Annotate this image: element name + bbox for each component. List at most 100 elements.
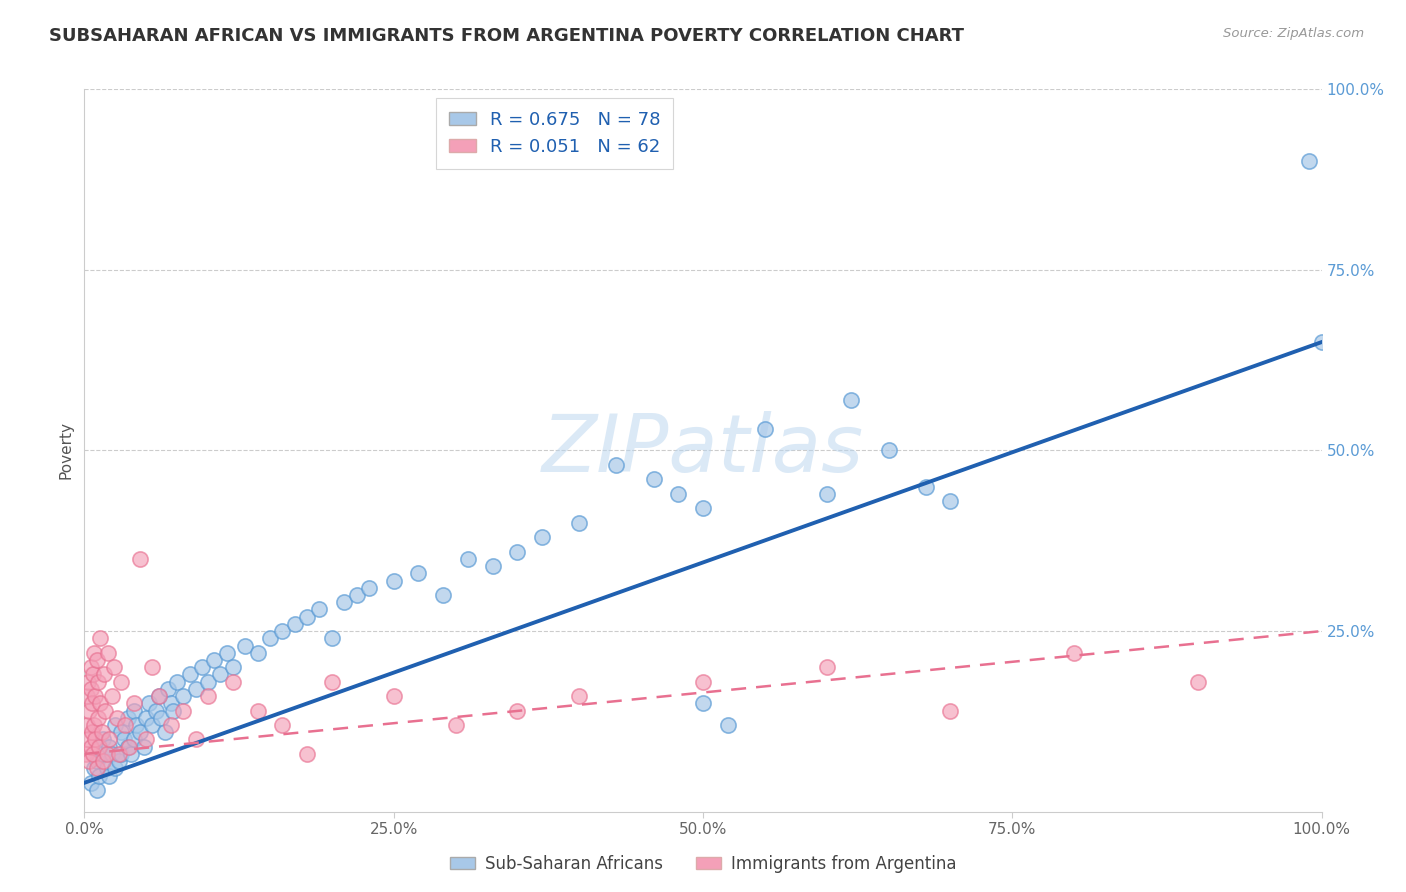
Point xyxy=(105,711,128,725)
Point xyxy=(132,739,155,754)
Point xyxy=(80,696,103,710)
Point xyxy=(408,566,430,581)
Point xyxy=(90,725,112,739)
Point xyxy=(481,559,503,574)
Point xyxy=(444,718,467,732)
Point xyxy=(100,689,122,703)
Point xyxy=(717,718,740,732)
Point xyxy=(815,660,838,674)
Point xyxy=(754,422,776,436)
Point xyxy=(209,667,232,681)
Point xyxy=(841,392,863,407)
Point xyxy=(246,704,269,718)
Point xyxy=(80,725,103,739)
Point xyxy=(79,681,101,696)
Point xyxy=(79,660,101,674)
Legend: Sub-Saharan Africans, Immigrants from Argentina: Sub-Saharan Africans, Immigrants from Ar… xyxy=(443,848,963,880)
Point xyxy=(432,588,454,602)
Point xyxy=(197,689,219,703)
Text: SUBSAHARAN AFRICAN VS IMMIGRANTS FROM ARGENTINA POVERTY CORRELATION CHART: SUBSAHARAN AFRICAN VS IMMIGRANTS FROM AR… xyxy=(49,27,965,45)
Point xyxy=(506,544,529,558)
Point xyxy=(86,754,108,768)
Point xyxy=(110,674,132,689)
Point xyxy=(104,718,127,732)
Point xyxy=(939,704,962,718)
Point xyxy=(284,616,307,631)
Point xyxy=(692,696,714,710)
Point xyxy=(197,674,219,689)
Point xyxy=(122,704,145,718)
Point xyxy=(643,472,665,486)
Point xyxy=(82,747,104,761)
Point xyxy=(97,646,120,660)
Point xyxy=(120,747,142,761)
Point xyxy=(87,674,110,689)
Point xyxy=(103,660,125,674)
Point xyxy=(162,704,184,718)
Point xyxy=(122,732,145,747)
Point xyxy=(202,653,225,667)
Point xyxy=(568,516,591,530)
Point xyxy=(568,689,591,703)
Point xyxy=(125,718,148,732)
Point xyxy=(215,646,238,660)
Point xyxy=(179,667,201,681)
Point xyxy=(91,747,114,761)
Point xyxy=(457,551,479,566)
Point xyxy=(295,609,318,624)
Point xyxy=(531,530,554,544)
Point xyxy=(692,501,714,516)
Point xyxy=(914,480,936,494)
Point xyxy=(84,732,107,747)
Point xyxy=(160,696,183,710)
Point xyxy=(118,739,141,754)
Point xyxy=(82,667,104,681)
Point xyxy=(76,689,98,703)
Point xyxy=(141,718,163,732)
Point xyxy=(184,681,207,696)
Point xyxy=(1310,334,1333,349)
Point xyxy=(222,674,245,689)
Point xyxy=(86,783,108,797)
Point xyxy=(98,739,121,754)
Point xyxy=(89,696,111,710)
Point xyxy=(271,718,294,732)
Point xyxy=(184,732,207,747)
Point xyxy=(77,674,100,689)
Point xyxy=(122,696,145,710)
Point xyxy=(112,732,135,747)
Point xyxy=(150,711,173,725)
Point xyxy=(110,725,132,739)
Point xyxy=(83,718,105,732)
Text: ZIPatlas: ZIPatlas xyxy=(541,411,865,490)
Point xyxy=(877,443,900,458)
Point xyxy=(79,739,101,754)
Point xyxy=(153,725,176,739)
Point xyxy=(117,739,139,754)
Point xyxy=(666,487,689,501)
Point xyxy=(89,739,111,754)
Point xyxy=(321,674,343,689)
Point xyxy=(308,602,330,616)
Point xyxy=(233,639,256,653)
Point xyxy=(89,769,111,783)
Point xyxy=(76,718,98,732)
Point xyxy=(114,718,136,732)
Point xyxy=(271,624,294,639)
Point xyxy=(104,761,127,775)
Point xyxy=(166,674,188,689)
Point xyxy=(157,681,180,696)
Point xyxy=(346,588,368,602)
Point xyxy=(84,689,107,703)
Point xyxy=(108,754,131,768)
Point xyxy=(79,754,101,768)
Point xyxy=(382,689,405,703)
Point xyxy=(86,761,108,775)
Point xyxy=(815,487,838,501)
Point xyxy=(172,704,194,718)
Point xyxy=(135,732,157,747)
Point xyxy=(98,769,121,783)
Point xyxy=(100,747,122,761)
Point xyxy=(172,689,194,703)
Point xyxy=(129,725,152,739)
